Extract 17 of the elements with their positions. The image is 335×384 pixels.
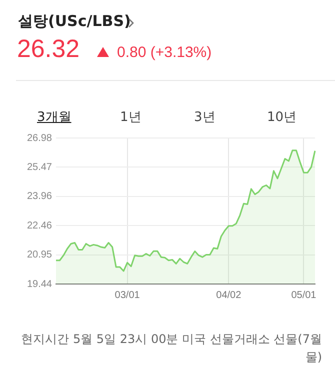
text: 3년 xyxy=(194,109,216,126)
text: 1년 xyxy=(120,109,142,126)
x-tick-label: 05/01 xyxy=(291,290,317,301)
text: 3개월 xyxy=(37,109,72,126)
x-tick-label: 04/02 xyxy=(216,290,242,301)
chart-subtitle: 26.32 xyxy=(17,35,80,64)
text: 0.80 (+3.13%) xyxy=(117,44,212,61)
y-tick-label: 22.46 xyxy=(26,220,52,232)
x-tick-label: 03/01 xyxy=(114,290,140,301)
y-tick-label: 25.47 xyxy=(26,162,52,173)
text: 10년 xyxy=(267,109,297,126)
y-tick-label: 23.96 xyxy=(26,191,52,202)
y-tick-label: 26.98 xyxy=(26,132,52,144)
y-tick-label: 19.44 xyxy=(26,278,52,290)
text: 현지시간 5월 5일 23시 00분 미국 선물거래소 선물(7월물) xyxy=(20,331,322,366)
y-tick-label: 20.95 xyxy=(26,250,52,261)
chart-title: 설탕(USc/LBS) xyxy=(18,12,131,31)
